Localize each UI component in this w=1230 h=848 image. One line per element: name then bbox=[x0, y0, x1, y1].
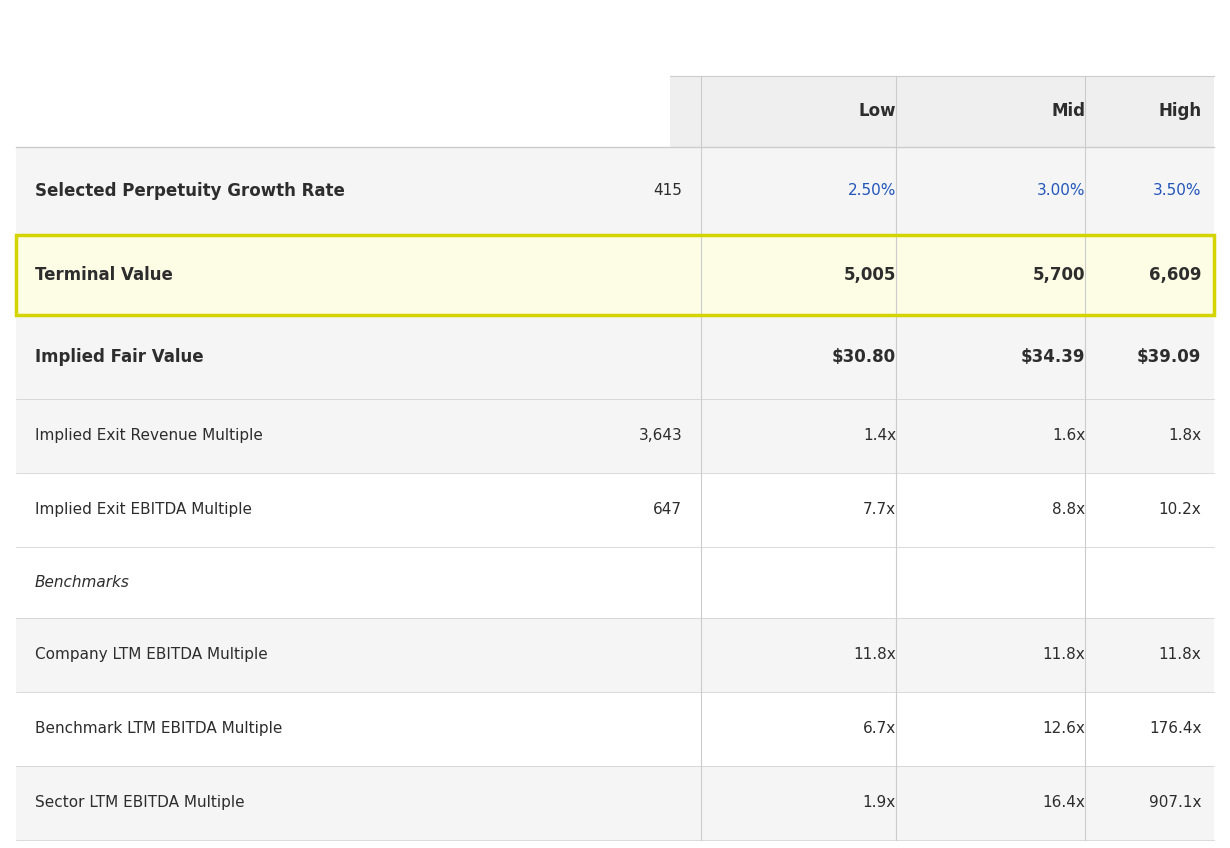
Text: 11.8x: 11.8x bbox=[1043, 647, 1085, 662]
Bar bbox=[16, 147, 1214, 235]
Text: Implied Exit Revenue Multiple: Implied Exit Revenue Multiple bbox=[34, 428, 262, 444]
Text: 1.9x: 1.9x bbox=[862, 795, 895, 810]
Text: 16.4x: 16.4x bbox=[1043, 795, 1085, 810]
Text: 3.50%: 3.50% bbox=[1153, 183, 1202, 198]
Text: Benchmark LTM EBITDA Multiple: Benchmark LTM EBITDA Multiple bbox=[34, 722, 282, 736]
Text: 10.2x: 10.2x bbox=[1159, 502, 1202, 517]
Text: 907.1x: 907.1x bbox=[1149, 795, 1202, 810]
Bar bbox=[16, 692, 1214, 766]
Bar bbox=[16, 472, 1214, 547]
Text: Benchmarks: Benchmarks bbox=[34, 575, 129, 589]
Text: 415: 415 bbox=[653, 183, 683, 198]
Text: Terminal Value: Terminal Value bbox=[34, 266, 172, 284]
Text: 6.7x: 6.7x bbox=[862, 722, 895, 736]
Text: 11.8x: 11.8x bbox=[1159, 647, 1202, 662]
Bar bbox=[16, 766, 1214, 840]
Text: Implied Exit EBITDA Multiple: Implied Exit EBITDA Multiple bbox=[34, 502, 252, 517]
Text: 5,005: 5,005 bbox=[844, 266, 895, 284]
Text: 12.6x: 12.6x bbox=[1043, 722, 1085, 736]
Text: High: High bbox=[1159, 103, 1202, 120]
Text: 1.8x: 1.8x bbox=[1168, 428, 1202, 444]
Text: 647: 647 bbox=[653, 502, 683, 517]
Bar bbox=[16, 315, 1214, 399]
Text: 11.8x: 11.8x bbox=[854, 647, 895, 662]
Text: 1.6x: 1.6x bbox=[1052, 428, 1085, 444]
Bar bbox=[16, 547, 1214, 618]
Text: $34.39: $34.39 bbox=[1021, 348, 1085, 365]
Text: $39.09: $39.09 bbox=[1137, 348, 1202, 365]
Text: Implied Fair Value: Implied Fair Value bbox=[34, 348, 203, 365]
Text: 3,643: 3,643 bbox=[638, 428, 683, 444]
Bar bbox=[16, 399, 1214, 472]
Text: $30.80: $30.80 bbox=[831, 348, 895, 365]
Text: 7.7x: 7.7x bbox=[863, 502, 895, 517]
Text: Selected Perpetuity Growth Rate: Selected Perpetuity Growth Rate bbox=[34, 182, 344, 200]
Text: 3.00%: 3.00% bbox=[1037, 183, 1085, 198]
Text: Sector LTM EBITDA Multiple: Sector LTM EBITDA Multiple bbox=[34, 795, 245, 810]
Text: 176.4x: 176.4x bbox=[1149, 722, 1202, 736]
Text: 8.8x: 8.8x bbox=[1052, 502, 1085, 517]
Bar bbox=[16, 618, 1214, 692]
Text: 2.50%: 2.50% bbox=[847, 183, 895, 198]
Text: 6,609: 6,609 bbox=[1149, 266, 1202, 284]
Bar bbox=[16, 235, 1214, 315]
Text: Mid: Mid bbox=[1052, 103, 1085, 120]
Text: Company LTM EBITDA Multiple: Company LTM EBITDA Multiple bbox=[34, 647, 267, 662]
Text: 5,700: 5,700 bbox=[1033, 266, 1085, 284]
Bar bbox=[670, 75, 1214, 147]
Text: 1.4x: 1.4x bbox=[863, 428, 895, 444]
Text: Low: Low bbox=[859, 103, 895, 120]
